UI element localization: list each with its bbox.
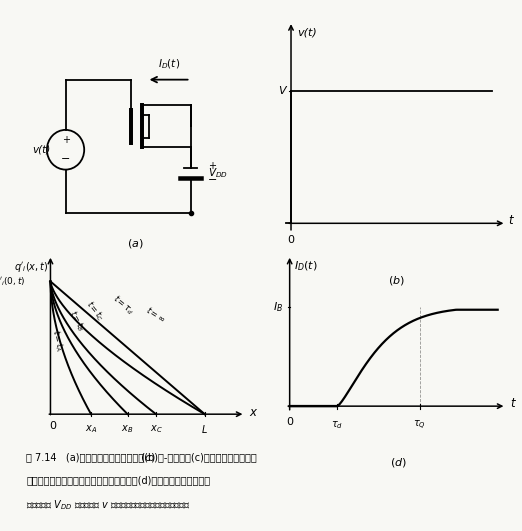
- Text: t: t: [511, 398, 515, 410]
- Text: $t=t_C$: $t=t_C$: [83, 298, 107, 324]
- Text: t: t: [509, 213, 513, 227]
- Text: −: −: [208, 175, 218, 185]
- Text: $(b)$: $(b)$: [388, 273, 405, 287]
- Text: $V_{DD}$: $V_{DD}$: [208, 166, 228, 180]
- Text: 0: 0: [286, 417, 293, 427]
- Text: +: +: [208, 161, 216, 171]
- Text: V: V: [279, 85, 286, 96]
- Text: 关系。假设 $V_{DD}$ 足够大，使 $v$ 为最大值时，晶体管仍工作在饱和区: 关系。假设 $V_{DD}$ 足够大，使 $v$ 为最大值时，晶体管仍工作在饱和…: [26, 498, 191, 512]
- Text: $q'_i(0,t)$: $q'_i(0,t)$: [0, 275, 25, 288]
- Text: $t=\tau_d$: $t=\tau_d$: [110, 292, 137, 318]
- Text: 面积反型层电荷与沿沟道位置的函数关系；(d)漏端电流与时间的函数: 面积反型层电荷与沿沟道位置的函数关系；(d)漏端电流与时间的函数: [26, 475, 210, 485]
- Text: $x_A$: $x_A$: [85, 424, 97, 435]
- Text: $\tau_d$: $\tau_d$: [331, 419, 343, 431]
- Text: x: x: [250, 406, 256, 419]
- Text: $\tau_Q$: $\tau_Q$: [413, 419, 426, 432]
- Text: $x_B$: $x_B$: [122, 424, 134, 435]
- Text: v(t): v(t): [32, 145, 51, 155]
- Text: −: −: [61, 154, 70, 164]
- Text: $t=\infty$: $t=\infty$: [144, 304, 168, 325]
- Text: $(c)$: $(c)$: [140, 451, 156, 464]
- Text: $I_D(t)$: $I_D(t)$: [158, 58, 180, 72]
- Text: 图 7.14   (a)具有阶跃激励的晶体管；(b)栅-源电压；(c)以时间为参数，单位: 图 7.14 (a)具有阶跃激励的晶体管；(b)栅-源电压；(c)以时间为参数，…: [26, 452, 257, 463]
- Text: $x_C$: $x_C$: [150, 424, 162, 435]
- Text: 0: 0: [49, 421, 56, 431]
- Text: $L$: $L$: [201, 424, 208, 435]
- Text: $I_B$: $I_B$: [273, 300, 283, 314]
- Text: $(d)$: $(d)$: [389, 456, 407, 469]
- Text: $t=t_A$: $t=t_A$: [49, 329, 66, 354]
- Text: +: +: [62, 135, 69, 145]
- Text: 0: 0: [288, 235, 294, 245]
- Text: $t=t_B$: $t=t_B$: [66, 309, 88, 334]
- Text: $(a)$: $(a)$: [127, 237, 144, 250]
- Text: $q'_i(x,t)$: $q'_i(x,t)$: [14, 260, 49, 274]
- Text: $I_D(t)$: $I_D(t)$: [294, 259, 318, 273]
- Text: v(t): v(t): [297, 28, 316, 38]
